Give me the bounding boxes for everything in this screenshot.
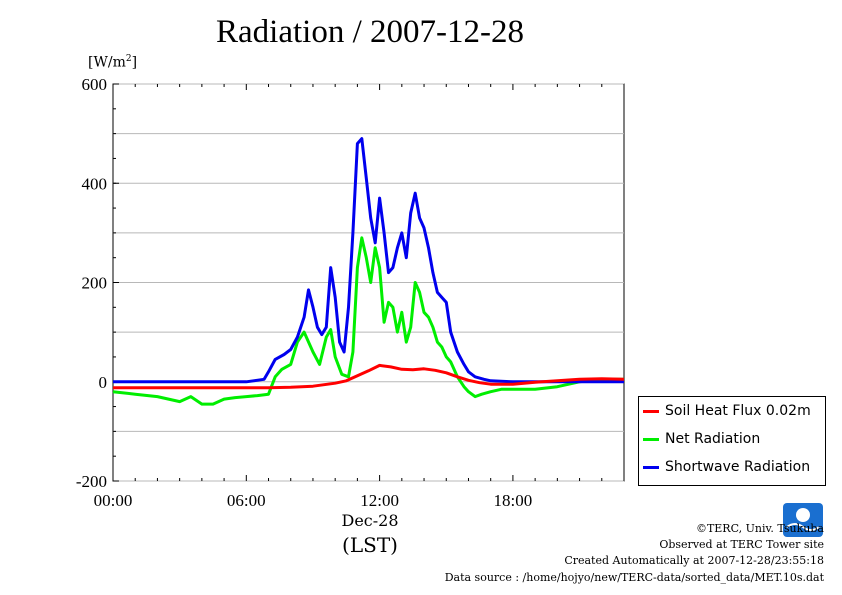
series-line-net-radiation — [112, 236, 624, 406]
x-tick-label: 12:00 — [360, 491, 399, 510]
legend-label: Net Radiation — [665, 431, 761, 447]
x-tick-label: 18:00 — [494, 491, 533, 510]
x-tick-label: 06:00 — [227, 491, 266, 510]
y-tick-label: 600 — [82, 75, 108, 94]
terc-logo — [783, 503, 823, 537]
x-axis-date-label: Dec-28 — [341, 511, 399, 530]
y-tick-label: 400 — [82, 174, 108, 193]
footer-source: Data source : /home/hojyo/new/TERC-data/… — [444, 571, 824, 584]
legend-item-net-radiation: Net Radiation — [643, 429, 760, 449]
y-axis-ticks: -200 0 200 400 600 — [76, 75, 119, 491]
legend-item-soil-heat-flux: Soil Heat Flux 0.02m — [643, 401, 811, 421]
y-tick-label: -200 — [76, 472, 107, 491]
legend-swatch-shortwave — [643, 465, 659, 469]
legend-label: Shortwave Radiation — [665, 459, 811, 475]
chart-title: Radiation / 2007-12-28 — [216, 14, 524, 50]
x-axis-unit-label: (LST) — [342, 533, 398, 557]
footer-observed: Observed at TERC Tower site — [659, 538, 824, 551]
legend-label: Soil Heat Flux 0.02m — [665, 403, 811, 419]
x-tick-label: 00:00 — [94, 491, 133, 510]
y-axis-label: [W/m2] — [88, 54, 138, 71]
gridlines — [113, 83, 624, 482]
y-tick-label: 0 — [99, 373, 108, 392]
footer-copyright: ©TERC, Univ. Tsukuba — [695, 522, 824, 535]
series-group — [112, 137, 625, 406]
legend-swatch-net — [643, 437, 659, 441]
legend: Soil Heat Flux 0.02m Net Radiation Short… — [638, 396, 826, 486]
footer-created: Created Automatically at 2007-12-28/23:5… — [564, 554, 824, 567]
legend-item-shortwave: Shortwave Radiation — [643, 457, 810, 477]
series-line-shortwave-radiation — [113, 137, 624, 384]
legend-swatch-soil — [643, 409, 659, 413]
series-line-soil-heat-flux-0-02m — [113, 363, 625, 390]
y-tick-label: 200 — [82, 274, 108, 293]
x-axis-ticks: 00:00 06:00 12:00 18:00 — [94, 84, 625, 510]
